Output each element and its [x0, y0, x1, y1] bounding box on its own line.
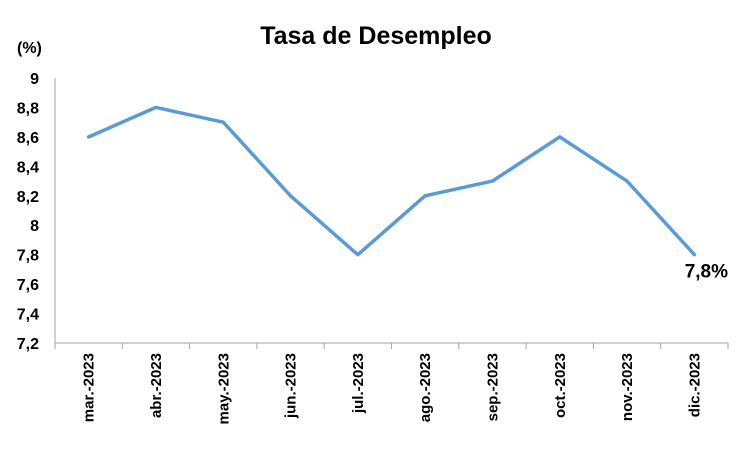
- x-tick-label: dic.-2023: [686, 353, 703, 417]
- x-tick-label: nov.-2023: [619, 353, 636, 421]
- y-tick-label: 7,2: [17, 336, 39, 353]
- series-points: [87, 105, 696, 257]
- series-line-unemployment: [86, 105, 697, 257]
- y-tick-label: 8,8: [17, 100, 39, 117]
- y-tick-label: 8,6: [17, 130, 39, 147]
- data-point: [221, 120, 225, 124]
- data-point: [558, 135, 562, 139]
- data-point: [356, 253, 360, 257]
- x-tick-marks: [54, 343, 729, 349]
- y-tick-label: 9: [30, 71, 39, 88]
- data-point: [625, 179, 629, 183]
- data-point: [490, 179, 495, 183]
- x-tick-label: may.-2023: [215, 353, 232, 424]
- y-tick-label: 8,4: [17, 159, 39, 176]
- x-tick-label: jun.-2023: [283, 353, 300, 419]
- x-tick-label: abr.-2023: [148, 353, 165, 418]
- x-tick-label: mar.-2023: [81, 353, 98, 422]
- y-tick-label: 7,4: [17, 307, 39, 324]
- data-point: [154, 105, 158, 110]
- y-tick-label: 7,6: [17, 277, 39, 294]
- x-tick-labels: mar.-2023 abr.-2023 may.-2023 jun.-2023 jul.…: [81, 353, 704, 424]
- y-tick-labels: 7,2 7,4 7,6 7,8 8 8,2 8,4 8,6 8,8 9: [17, 71, 39, 353]
- y-tick-label: 7,8: [17, 248, 39, 265]
- y-tick-label: 8,2: [17, 189, 39, 206]
- last-value-data-label: 7,8%: [685, 262, 728, 283]
- y-axis-unit-label: (%): [17, 40, 42, 57]
- chart-title: Tasa de Desempleo: [260, 22, 492, 50]
- x-tick-label: oct.-2023: [552, 353, 569, 418]
- data-point: [692, 253, 696, 257]
- data-point: [423, 194, 427, 198]
- x-tick-label: sep.-2023: [484, 353, 501, 421]
- data-point: [288, 194, 293, 198]
- data-point: [87, 135, 91, 139]
- x-tick-label: jul.-2023: [350, 353, 367, 414]
- x-tick-label: ago.-2023: [417, 353, 434, 422]
- y-tick-label: 8: [30, 218, 39, 235]
